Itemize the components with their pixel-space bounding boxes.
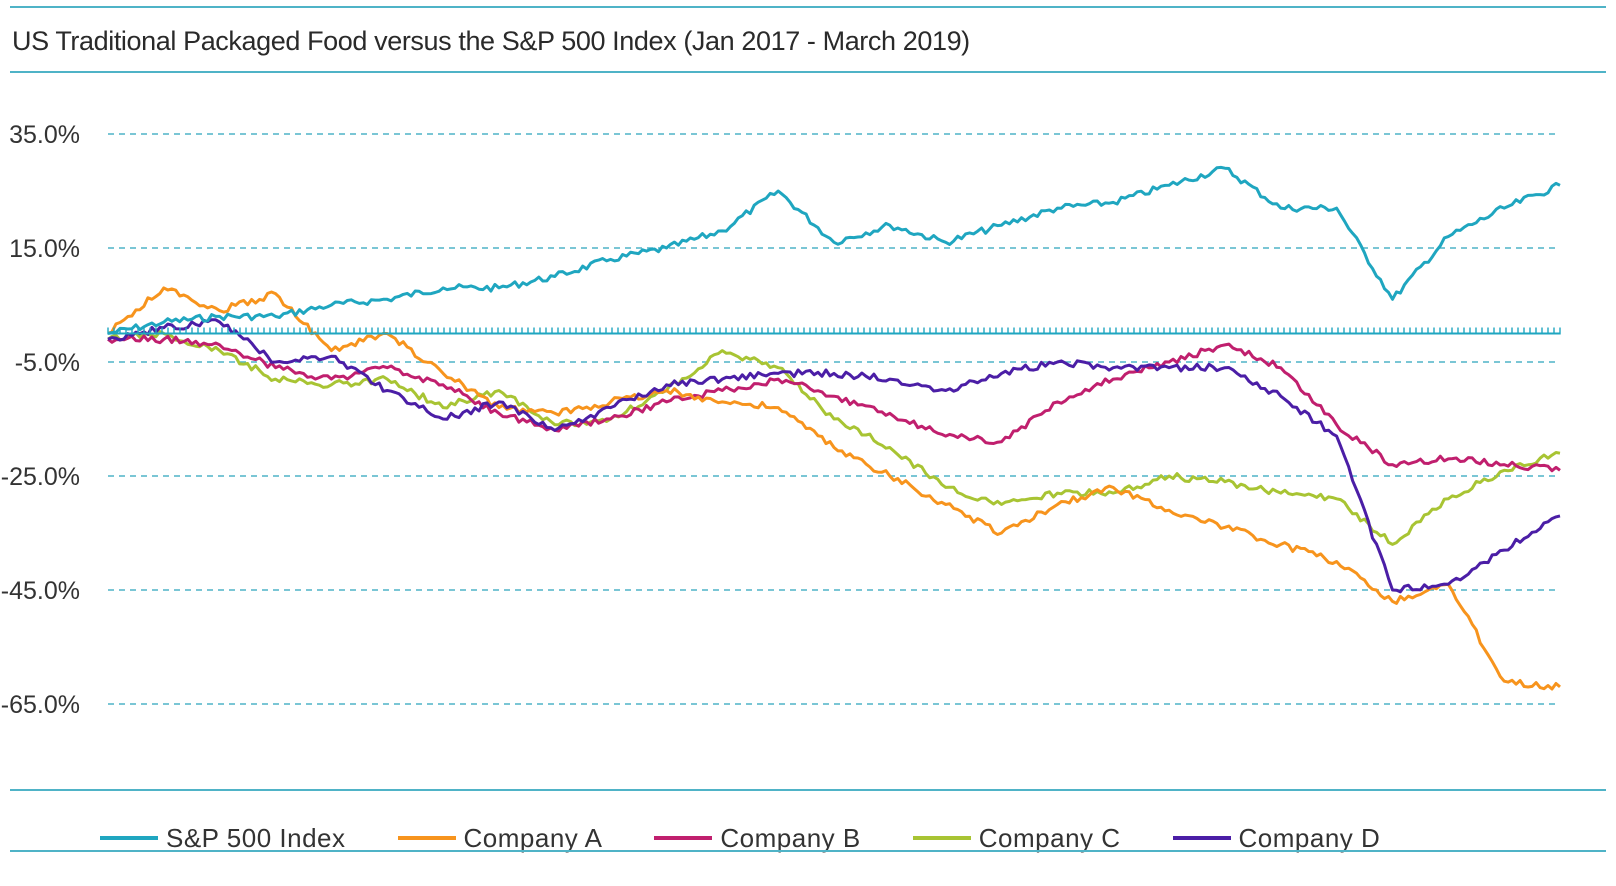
legend-item: Company B — [654, 823, 860, 854]
y-tick-label: -45.0% — [1, 577, 80, 605]
legend-label: Company A — [463, 822, 603, 853]
series-line-company-d — [107, 318, 1561, 594]
bottom-rule — [10, 850, 1606, 852]
y-tick-label: -65.0% — [1, 691, 80, 719]
y-tick-label: 15.0% — [9, 235, 80, 263]
legend-swatch — [100, 836, 158, 840]
chart-title: US Traditional Packaged Food versus the … — [12, 26, 970, 56]
legend-item: Company C — [912, 822, 1121, 854]
legend-item: Company D — [1172, 822, 1381, 854]
legend-label: Company D — [1238, 822, 1381, 853]
legend-swatch — [912, 836, 971, 840]
y-tick-label: 35.0% — [9, 121, 80, 149]
legend-label: Company C — [978, 822, 1121, 853]
legend-label: Company B — [720, 822, 861, 853]
y-tick-label: -25.0% — [1, 463, 80, 491]
legend-item: Company A — [397, 822, 603, 854]
top-rule — [10, 6, 1606, 8]
y-axis-ticks: 35.0% 15.0% -5.0% -25.0% -45.0% -65.0% — [1, 121, 80, 719]
series-lines — [107, 165, 1561, 691]
legend-swatch — [397, 836, 456, 840]
series-line-company-a — [107, 286, 1561, 691]
legend: S&P 500 Index Company A Company B Company C… — [100, 818, 1432, 858]
y-tick-label: -5.0% — [15, 349, 80, 377]
legend-top-rule — [10, 789, 1606, 791]
series-line-company-c — [107, 330, 1561, 546]
title-rule — [10, 71, 1606, 73]
legend-swatch — [654, 836, 713, 840]
zero-axis — [107, 327, 1561, 335]
legend-item: S&P 500 Index — [100, 823, 346, 854]
legend-label: S&P 500 Index — [166, 822, 346, 853]
gridlines — [108, 133, 1560, 705]
legend-swatch — [1172, 836, 1231, 840]
series-line-s-p-500-index — [107, 165, 1561, 335]
series-line-company-b — [107, 334, 1561, 473]
zero-axis-ticks — [107, 327, 1561, 335]
